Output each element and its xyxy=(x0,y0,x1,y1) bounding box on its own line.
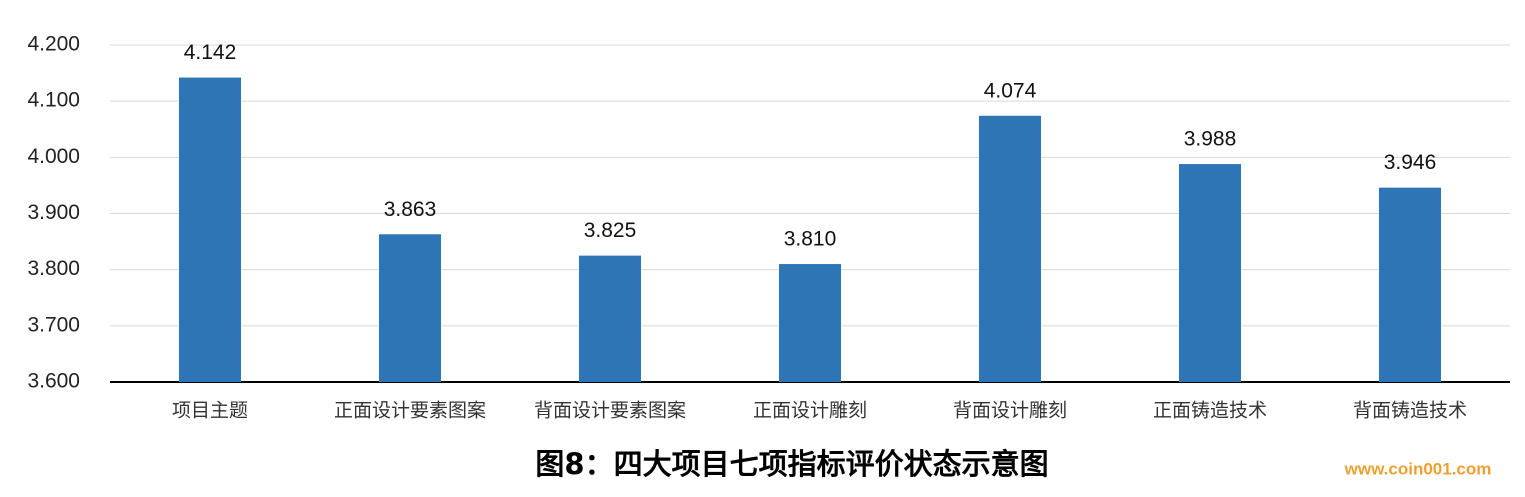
bar xyxy=(779,264,841,382)
bar xyxy=(1379,187,1441,382)
y-tick-label: 3.900 xyxy=(27,201,80,224)
value-label: 3.988 xyxy=(1184,128,1237,151)
x-tick-label: 正面设计雕刻 xyxy=(753,400,867,422)
x-tick-label: 正面设计要素图案 xyxy=(334,400,486,422)
bar xyxy=(179,77,241,383)
value-label: 3.946 xyxy=(1384,151,1437,174)
value-label: 3.810 xyxy=(784,228,837,251)
value-label: 3.863 xyxy=(384,198,437,221)
bar xyxy=(379,234,441,382)
watermark: www.coin001.com xyxy=(1344,459,1492,478)
bar xyxy=(1179,164,1241,382)
x-tick-label: 背面设计要素图案 xyxy=(534,400,686,422)
x-tick-label: 背面设计雕刻 xyxy=(953,400,1067,422)
value-label: 4.074 xyxy=(984,79,1037,102)
bar xyxy=(579,255,641,382)
y-tick-label: 4.200 xyxy=(27,33,80,56)
value-label: 4.142 xyxy=(184,41,237,64)
y-tick-label: 3.700 xyxy=(27,313,80,336)
x-tick-label: 背面铸造技术 xyxy=(1353,400,1467,422)
y-tick-label: 4.000 xyxy=(27,145,80,168)
x-tick-label: 项目主题 xyxy=(172,400,248,422)
y-tick-label: 3.600 xyxy=(27,370,80,393)
x-tick-label: 正面铸造技术 xyxy=(1153,400,1267,422)
y-tick-label: 3.800 xyxy=(27,257,80,280)
bar xyxy=(979,115,1041,383)
chart-title: 图8：四大项目七项指标评价状态示意图 xyxy=(535,447,1048,481)
value-label: 3.825 xyxy=(584,219,637,242)
y-tick-label: 4.100 xyxy=(27,89,80,112)
